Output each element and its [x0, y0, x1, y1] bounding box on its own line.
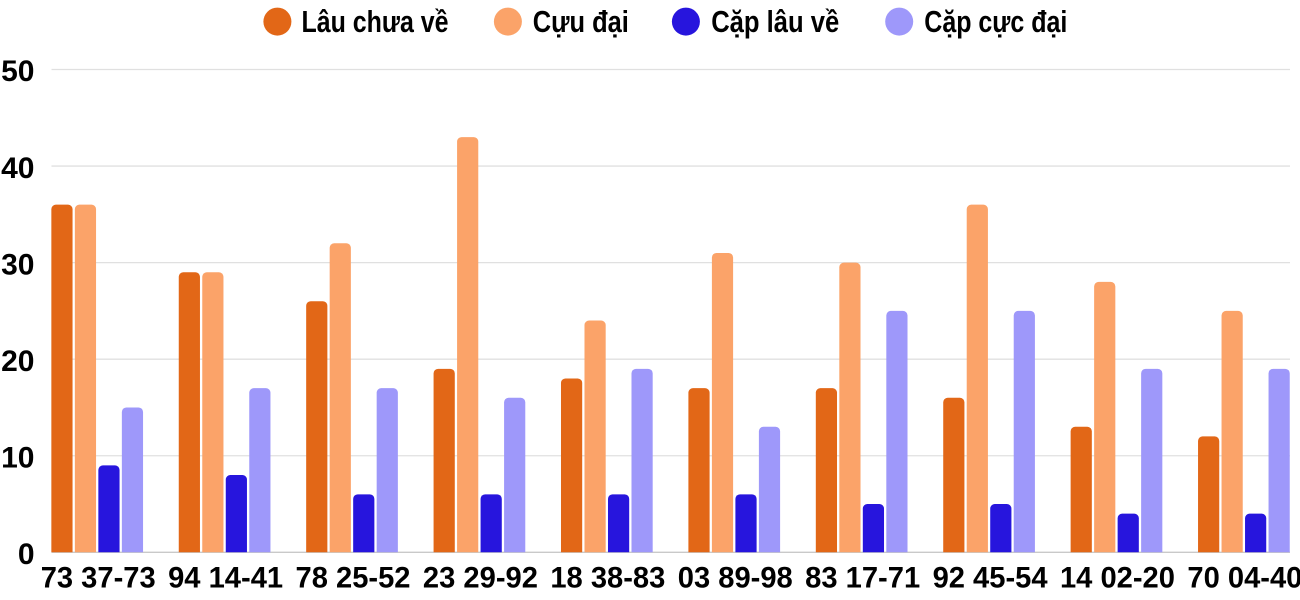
svg-text:30: 30 — [1, 248, 34, 281]
svg-text:40: 40 — [1, 152, 34, 185]
svg-text:50: 50 — [1, 55, 34, 88]
svg-text:10: 10 — [1, 441, 34, 474]
svg-text:Cặp cực đại: Cặp cực đại — [924, 4, 1067, 39]
svg-text:20: 20 — [1, 345, 34, 378]
svg-text:94 14-41: 94 14-41 — [168, 561, 283, 594]
svg-text:03 89-98: 03 89-98 — [678, 561, 793, 594]
svg-text:92 45-54: 92 45-54 — [933, 561, 1049, 594]
svg-text:70 04-40: 70 04-40 — [1187, 561, 1300, 594]
svg-text:73 37-73: 73 37-73 — [41, 561, 156, 594]
svg-text:78 25-52: 78 25-52 — [296, 561, 411, 594]
svg-text:83 17-71: 83 17-71 — [805, 561, 920, 594]
svg-text:14 02-20: 14 02-20 — [1060, 561, 1175, 594]
svg-text:23 29-92: 23 29-92 — [423, 561, 538, 594]
svg-text:Cựu đại: Cựu đại — [533, 4, 629, 39]
svg-text:Lâu chưa về: Lâu chưa về — [302, 4, 449, 39]
svg-text:Cặp lâu về: Cặp lâu về — [711, 4, 839, 39]
svg-text:0: 0 — [18, 538, 35, 571]
svg-text:18 38-83: 18 38-83 — [550, 561, 665, 594]
